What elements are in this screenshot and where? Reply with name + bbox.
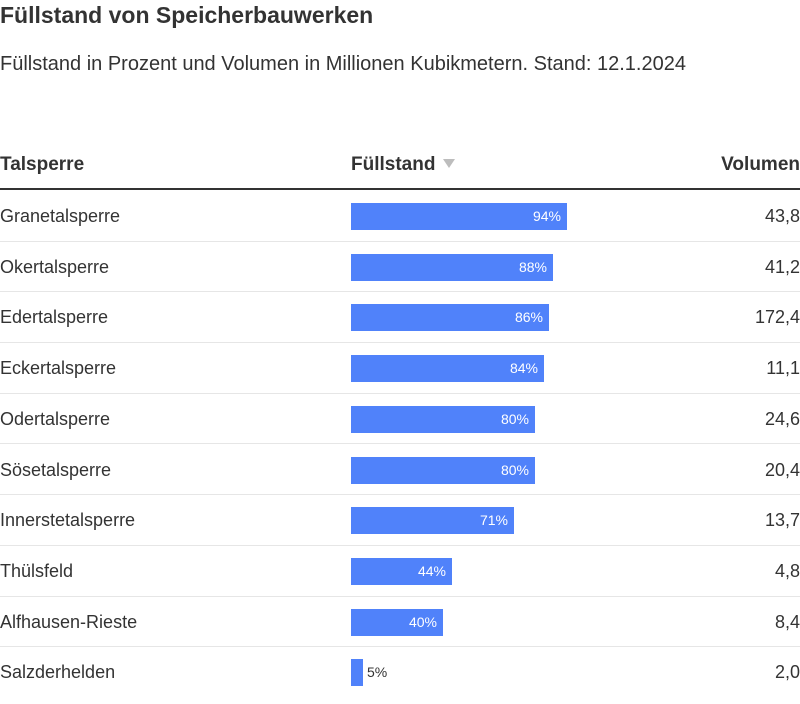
column-header-talsperre[interactable]: Talsperre xyxy=(0,154,85,175)
chart-title: Füllstand von Speicherbauwerken xyxy=(0,2,374,28)
fill-bar xyxy=(351,456,535,484)
fill-label: 71% xyxy=(479,512,508,529)
row-volume: 8,4 xyxy=(774,611,800,632)
fill-bar xyxy=(351,507,514,535)
row-volume: 4,8 xyxy=(774,560,800,581)
fill-bar xyxy=(351,608,443,636)
table-header: Talsperre Füllstand Volumen xyxy=(0,140,800,190)
fill-bar xyxy=(351,355,544,383)
fill-bar xyxy=(351,304,549,332)
row-name: Eckertalsperre xyxy=(0,358,117,379)
table-row: Granetalsperre 94% 43,8 xyxy=(0,191,800,242)
fill-label: 40% xyxy=(408,613,437,630)
table-row: Sösetalsperre 80% 20,4 xyxy=(0,445,800,496)
row-name: Edertalsperre xyxy=(0,307,109,328)
row-name: Thülsfeld xyxy=(0,560,74,581)
table-row: Innerstetalsperre 71% 13,7 xyxy=(0,495,800,546)
fill-label: 80% xyxy=(500,410,529,427)
chart-subtitle: Füllstand in Prozent und Volumen in Mill… xyxy=(0,53,686,75)
fill-bar xyxy=(351,557,452,585)
row-name: Innerstetalsperre xyxy=(0,510,136,531)
fill-label: 44% xyxy=(417,562,446,579)
row-volume: 2,0 xyxy=(774,662,800,683)
fill-label: 88% xyxy=(518,258,547,275)
row-name: Okertalsperre xyxy=(0,256,110,277)
table-row: Edertalsperre 86% 172,4 xyxy=(0,292,800,344)
column-header-fuellstand[interactable]: Füllstand xyxy=(351,154,456,176)
fill-label: 80% xyxy=(500,461,529,478)
table-row: Eckertalsperre 84% 11,1 xyxy=(0,343,800,394)
fill-bar xyxy=(351,659,363,687)
fill-label: 94% xyxy=(532,208,561,224)
sort-descending-icon[interactable] xyxy=(443,159,456,169)
table-row: Alfhausen-Rieste 40% 8,4 xyxy=(0,597,800,648)
fill-label: 86% xyxy=(514,309,543,326)
column-header-fuellstand-label: Füllstand xyxy=(351,154,436,175)
row-name: Sösetalsperre xyxy=(0,459,112,480)
row-name: Odertalsperre xyxy=(0,408,111,429)
table-row: Thülsfeld 44% 4,8 xyxy=(0,546,800,597)
row-volume: 41,2 xyxy=(764,256,800,277)
table-row: Okertalsperre 88% 41,2 xyxy=(0,242,800,293)
fill-bar xyxy=(351,253,553,281)
row-name: Alfhausen-Rieste xyxy=(0,611,138,632)
row-volume: 24,6 xyxy=(764,408,800,429)
row-volume: 172,4 xyxy=(754,307,800,328)
fill-bar xyxy=(351,203,567,230)
row-volume: 11,1 xyxy=(766,358,800,379)
row-volume: 43,8 xyxy=(764,206,800,226)
row-volume: 13,7 xyxy=(764,510,800,531)
table-row: Odertalsperre 80% 24,6 xyxy=(0,394,800,445)
table-row: Salzderhelden 5% 2,0 xyxy=(0,647,800,698)
fill-bar xyxy=(351,405,535,433)
fill-label: 84% xyxy=(509,360,538,377)
column-header-volumen[interactable]: Volumen xyxy=(721,154,800,175)
fill-label: 5% xyxy=(367,664,388,681)
row-volume: 20,4 xyxy=(764,459,800,480)
row-name: Granetalsperre xyxy=(0,206,121,226)
row-name: Salzderhelden xyxy=(0,662,116,683)
